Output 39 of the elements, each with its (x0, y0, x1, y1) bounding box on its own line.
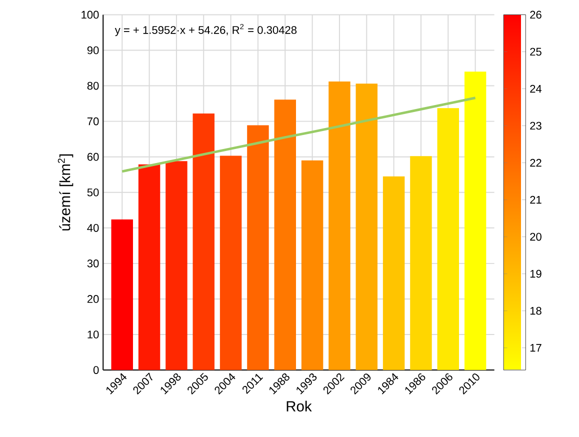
color-bar-label: 19 (530, 270, 542, 278)
bar (301, 160, 324, 370)
bar (247, 125, 269, 370)
color-bar-label: 25 (530, 48, 542, 56)
bar (437, 108, 460, 370)
annotation: y = + 1.5952·x + 54.26, R$^{2}$ = 0.30428 (114, 24, 297, 36)
y-tick-label: 100 (82, 10, 99, 19)
y-tick-label: 80 (87, 82, 99, 90)
y-tick-label: 50 (87, 188, 99, 196)
color-bar-label: 17 (530, 344, 542, 352)
y-tick-label: 40 (87, 224, 99, 232)
y-tick-label: 20 (87, 294, 99, 303)
bar (274, 100, 296, 370)
x-axis-title: Rok (286, 400, 312, 412)
color-bar-label: 24 (530, 84, 542, 92)
bar (410, 156, 432, 370)
color-bar-label: 23 (530, 122, 542, 130)
bar (220, 156, 242, 370)
bar (464, 71, 486, 370)
y-axis-title: území [km$^{2}$] (58, 154, 74, 230)
y-tick-label: 0 (93, 366, 99, 374)
color-bar-label: 26 (530, 10, 542, 19)
color-bar-label: 22 (530, 158, 542, 167)
bar (166, 161, 188, 370)
color-bar-label: 20 (530, 232, 542, 241)
color-bar-label: 18 (530, 306, 542, 315)
line-series (120, 96, 477, 173)
bar (382, 176, 405, 370)
bar (328, 81, 350, 370)
bar (138, 164, 160, 370)
bar (192, 113, 214, 370)
bar (356, 84, 378, 370)
y-tick-label: 30 (87, 259, 99, 268)
y-tick-label: 10 (88, 330, 99, 338)
y-tick-label: 70 (87, 117, 99, 126)
y-tick-label: 90 (87, 46, 99, 54)
bar (111, 219, 133, 370)
y-tick-label: 60 (87, 152, 99, 161)
color-bar-label: 21 (530, 196, 542, 204)
